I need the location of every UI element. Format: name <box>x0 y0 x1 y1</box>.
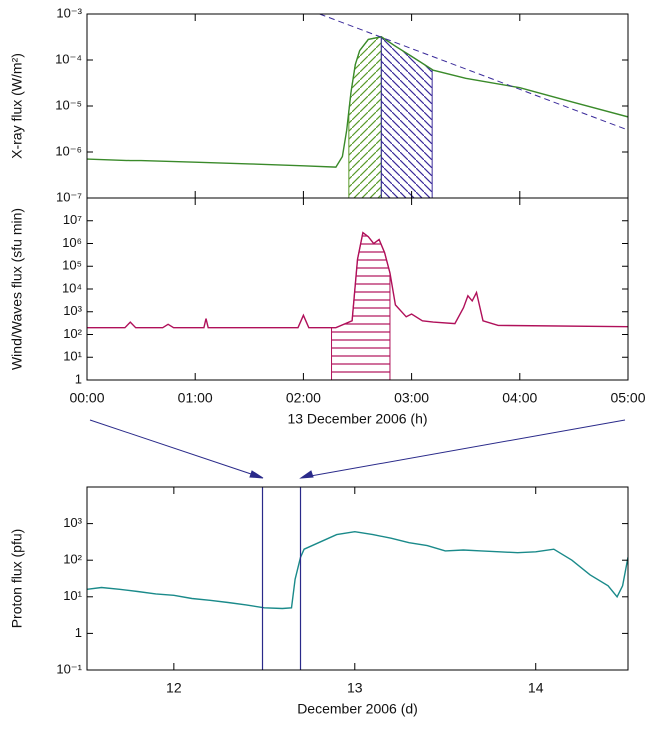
fit-line <box>319 14 628 131</box>
x-tick-label: 02:00 <box>286 390 321 406</box>
arrow-line <box>304 419 626 478</box>
x-tick-label: 04:00 <box>502 390 537 406</box>
y-tick-label: 10⁴ <box>62 280 82 295</box>
y-tick-label: 1 <box>75 625 82 640</box>
y-axis-label: Wind/Waves flux (sfu min) <box>9 208 25 370</box>
x-tick-label: 13 <box>347 680 363 696</box>
y-tick-label: 10⁷ <box>63 212 82 227</box>
data-line <box>87 530 628 610</box>
x-tick-label: 12 <box>166 680 182 696</box>
y-axis-label: X-ray flux (W/m²) <box>9 53 25 159</box>
data-line <box>87 231 628 329</box>
x-tick-label: 03:00 <box>394 390 429 406</box>
x-tick-label: 00:00 <box>69 390 104 406</box>
x-axis-label: 13 December 2006 (h) <box>287 411 427 427</box>
y-tick-label: 10⁶ <box>62 235 82 250</box>
x-tick-label: 14 <box>528 680 544 696</box>
plot-frame <box>86 486 629 671</box>
y-tick-label: 10⁵ <box>62 258 82 273</box>
y-tick-label: 10² <box>63 552 82 567</box>
y-tick-label: 10³ <box>63 303 82 318</box>
y-axis-label: Proton flux (pfu) <box>9 529 25 629</box>
arrow-head <box>299 470 314 479</box>
data-line <box>87 36 628 168</box>
y-tick-label: 10² <box>63 326 82 341</box>
y-tick-label: 10⁻⁷ <box>56 189 82 204</box>
arrow-head <box>249 470 264 479</box>
shaded-region <box>348 36 382 198</box>
y-tick-label: 10³ <box>63 515 82 530</box>
y-tick-label: 10⁻⁶ <box>55 143 82 158</box>
connector-arrows <box>89 419 626 479</box>
y-tick-label: 10⁻⁴ <box>55 51 82 66</box>
x-tick-label: 01:00 <box>178 390 213 406</box>
y-tick-label: 10¹ <box>63 588 82 603</box>
y-tick-label: 10¹ <box>63 349 82 364</box>
y-tick-label: 10⁻⁵ <box>55 97 82 112</box>
arrow-line <box>89 419 261 478</box>
shaded-region <box>380 35 433 198</box>
y-tick-label: 1 <box>75 371 82 386</box>
x-axis-label: December 2006 (d) <box>297 701 418 717</box>
x-tick-label: 05:00 <box>610 390 645 406</box>
shaded-region <box>331 231 391 380</box>
y-tick-label: 10⁻³ <box>56 5 82 20</box>
y-tick-label: 10⁻¹ <box>56 661 82 676</box>
